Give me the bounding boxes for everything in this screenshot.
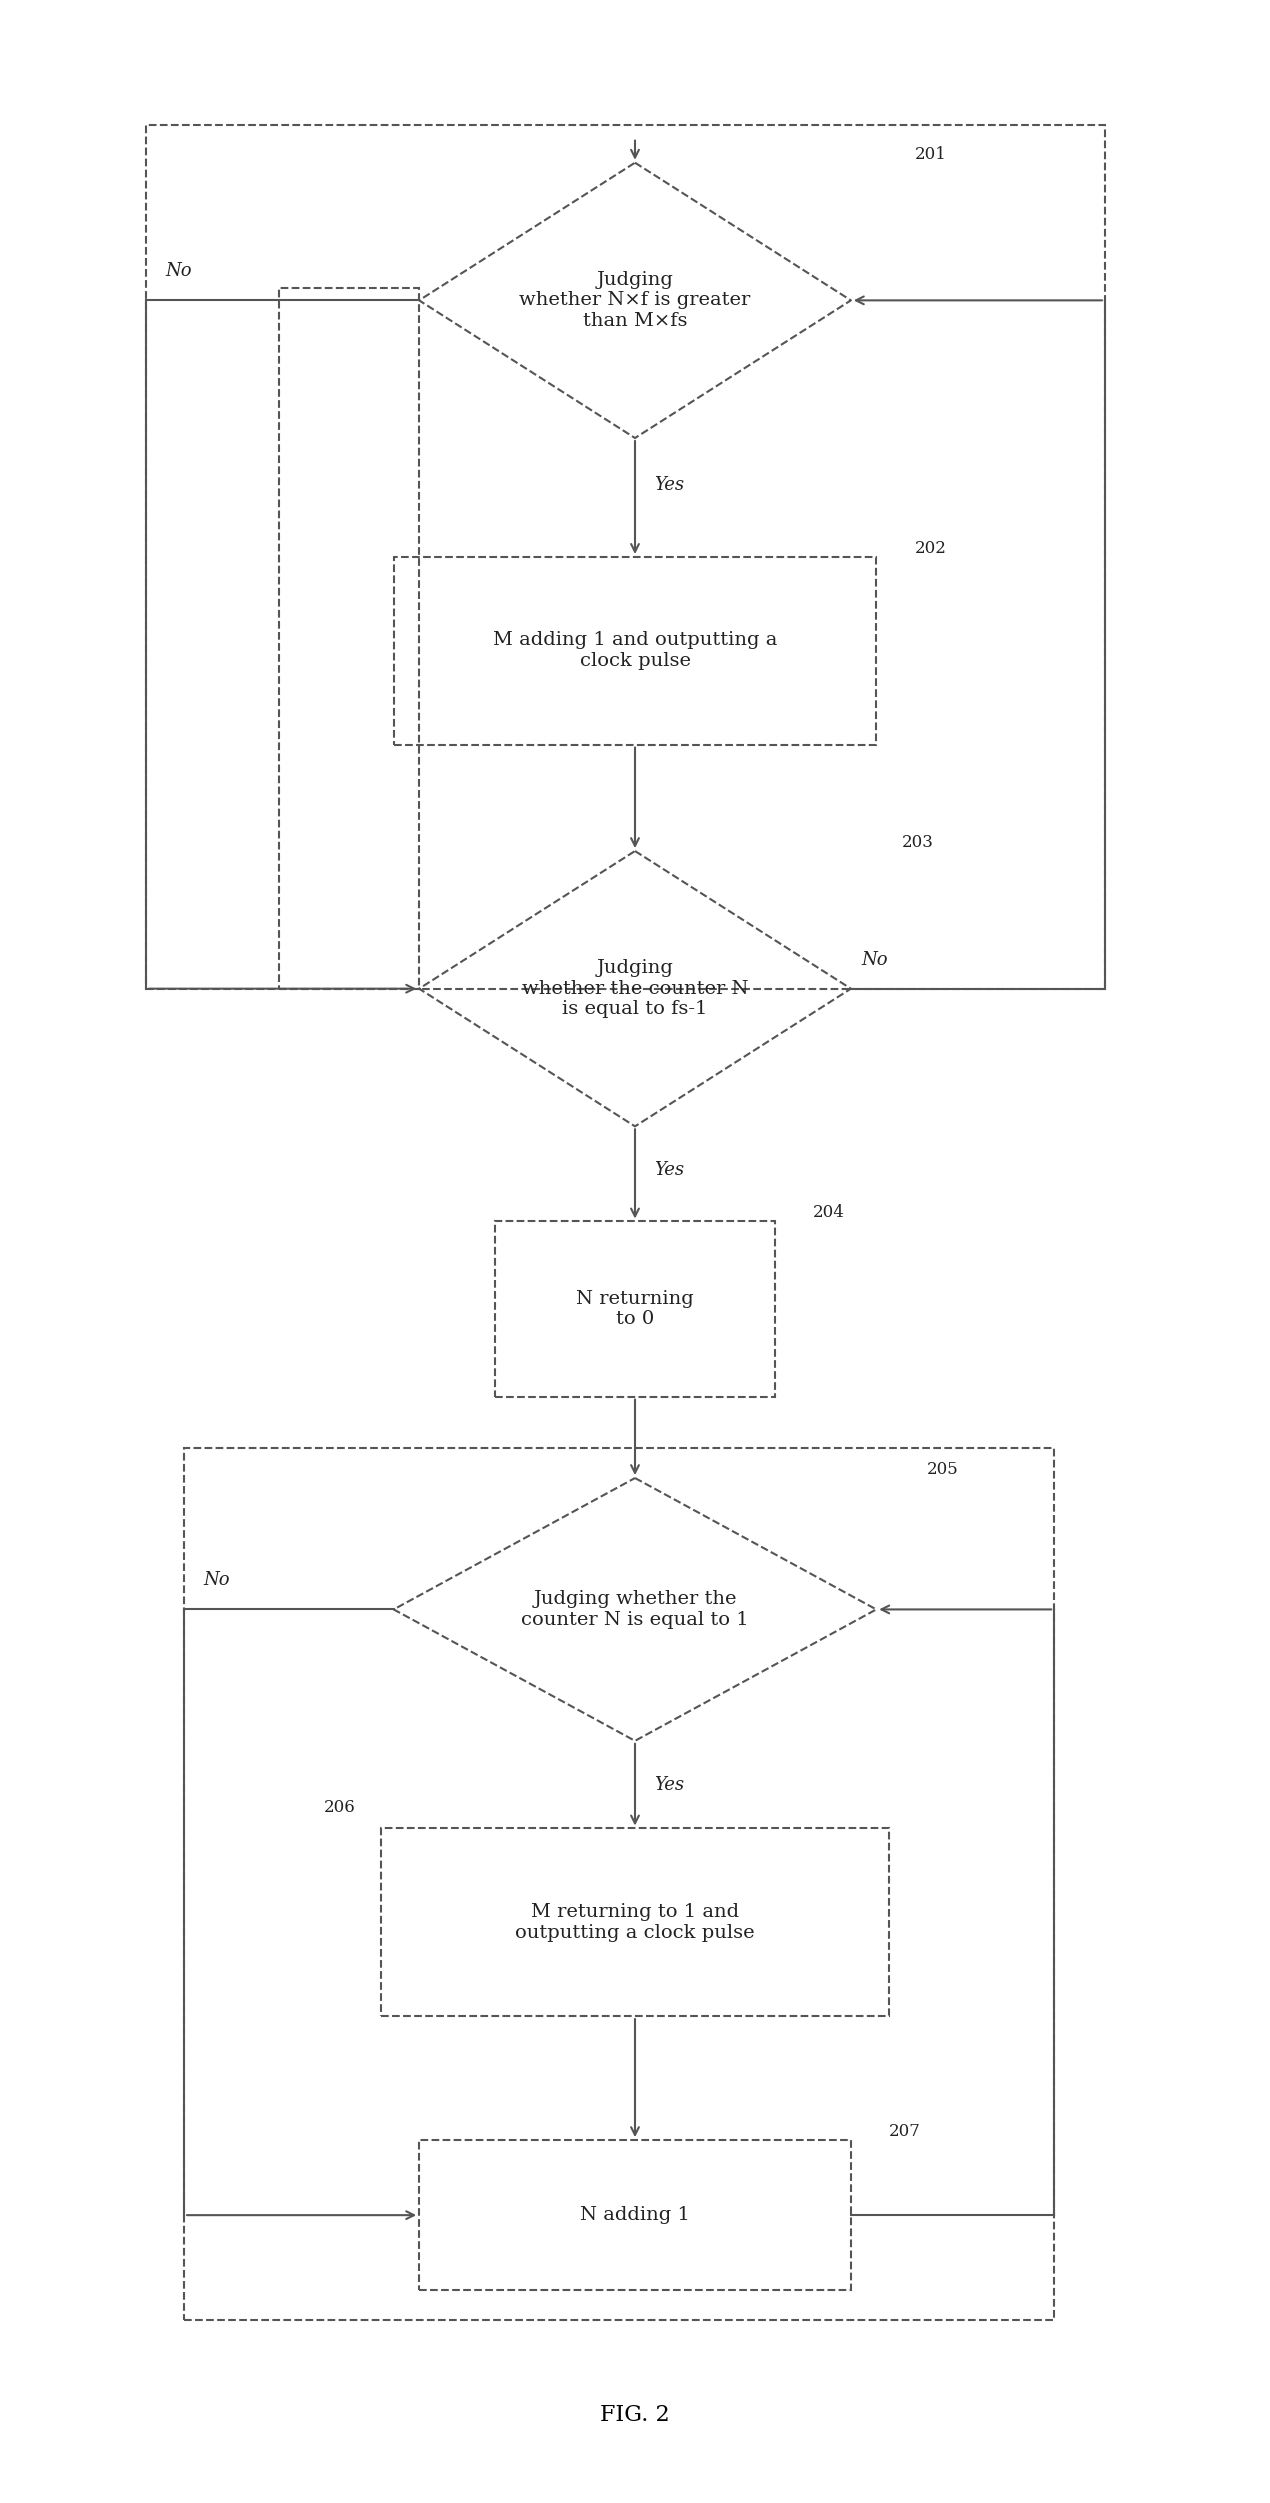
Text: No: No <box>203 1572 230 1589</box>
FancyBboxPatch shape <box>495 1221 775 1397</box>
Text: 206: 206 <box>324 1800 356 1817</box>
Text: Yes: Yes <box>654 1161 685 1179</box>
Text: Judging whether the
counter N is equal to 1: Judging whether the counter N is equal t… <box>521 1589 749 1629</box>
Text: Yes: Yes <box>654 1777 685 1795</box>
Text: 205: 205 <box>927 1462 959 1477</box>
Text: 203: 203 <box>902 833 933 851</box>
Text: 204: 204 <box>813 1204 845 1221</box>
Text: 207: 207 <box>889 2123 921 2140</box>
FancyBboxPatch shape <box>381 1827 889 2017</box>
Text: No: No <box>861 951 888 969</box>
Text: 201: 201 <box>914 145 946 163</box>
FancyBboxPatch shape <box>419 2140 851 2290</box>
Text: M adding 1 and outputting a
clock pulse: M adding 1 and outputting a clock pulse <box>493 631 777 671</box>
Text: FIG. 2: FIG. 2 <box>601 2405 669 2425</box>
FancyBboxPatch shape <box>394 558 876 746</box>
Text: No: No <box>165 263 192 280</box>
Text: 202: 202 <box>914 541 946 558</box>
Text: Judging
whether N×f is greater
than M×fs: Judging whether N×f is greater than M×fs <box>519 270 751 330</box>
Text: Yes: Yes <box>654 476 685 493</box>
Text: M returning to 1 and
outputting a clock pulse: M returning to 1 and outputting a clock … <box>516 1902 754 1942</box>
Text: Judging
whether the counter N
is equal to fs-1: Judging whether the counter N is equal t… <box>522 959 748 1019</box>
Text: N returning
to 0: N returning to 0 <box>577 1289 693 1329</box>
Text: N adding 1: N adding 1 <box>580 2205 690 2225</box>
